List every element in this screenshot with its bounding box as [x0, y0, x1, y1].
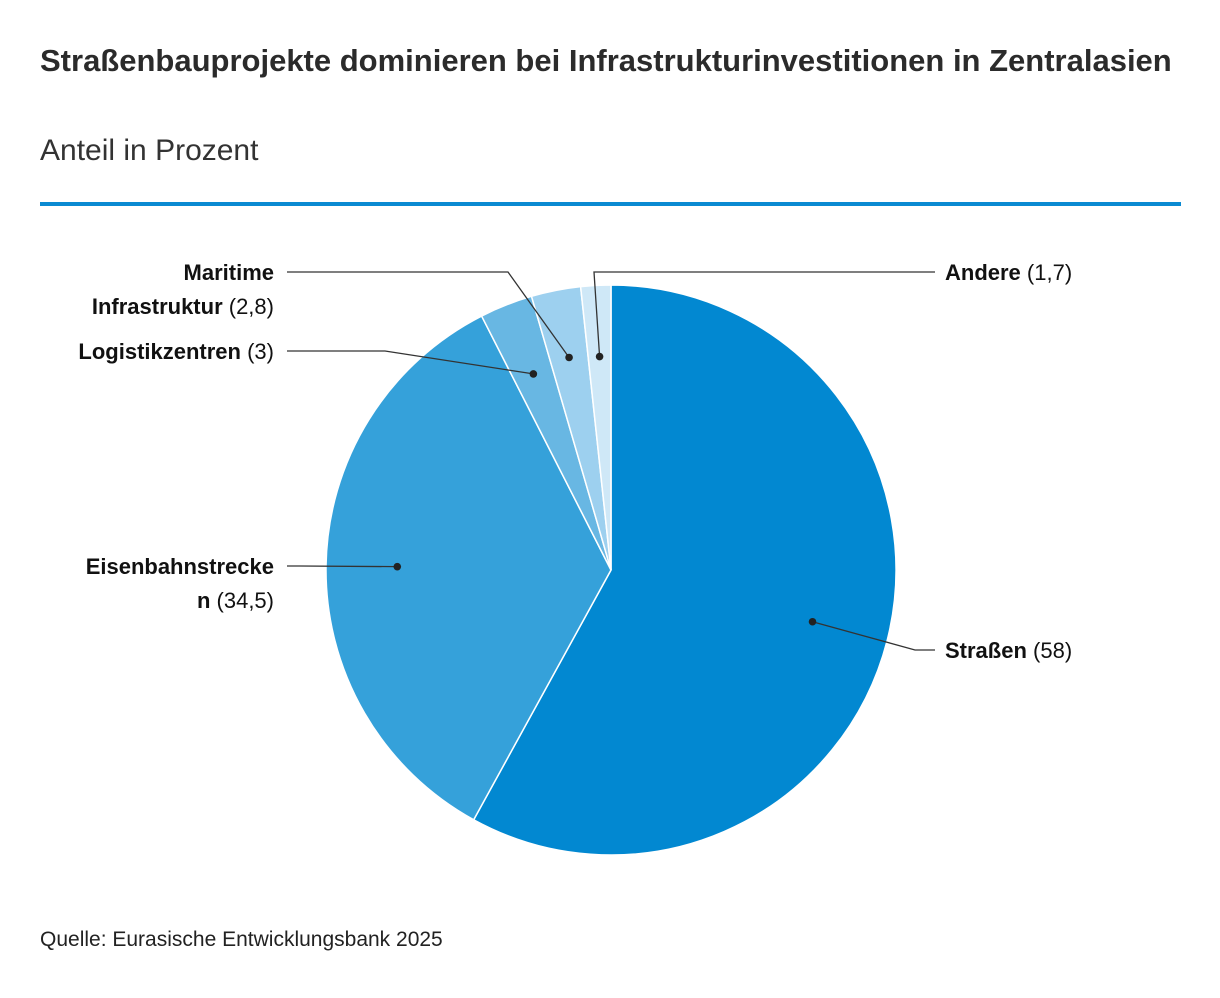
leader-line-3	[287, 271, 570, 358]
pie-slice-4	[579, 284, 612, 571]
leader-dot-1	[393, 562, 402, 571]
label-eisenbahn: Eisenbahnstrecke n (34,5)	[85, 554, 274, 613]
chart-subtitle: Anteil in Prozent	[40, 134, 259, 167]
label-andere: Andere (1,7)	[945, 260, 1073, 285]
leader-dot-0	[808, 617, 817, 626]
label-strassen: Straßen (58)	[945, 638, 1073, 663]
leader-dot-2	[529, 370, 538, 378]
label-maritime: Maritime Infrastruktur (2,8)	[91, 260, 274, 319]
leader-line-1	[287, 565, 398, 568]
leader-dot-3	[565, 353, 573, 362]
pie-slice-0	[472, 284, 897, 856]
chart-title: Straßenbauprojekte dominieren bei Infras…	[40, 43, 1172, 78]
leader-line-4	[593, 271, 935, 357]
label-logistik: Logistikzentren (3)	[78, 339, 274, 364]
source-note: Quelle: Eurasische Entwicklungsbank 2025	[40, 928, 443, 951]
header-divider	[40, 202, 1181, 206]
leader-line-0	[812, 621, 935, 651]
leader-dot-4	[595, 352, 604, 361]
leader-line-2	[287, 350, 534, 375]
